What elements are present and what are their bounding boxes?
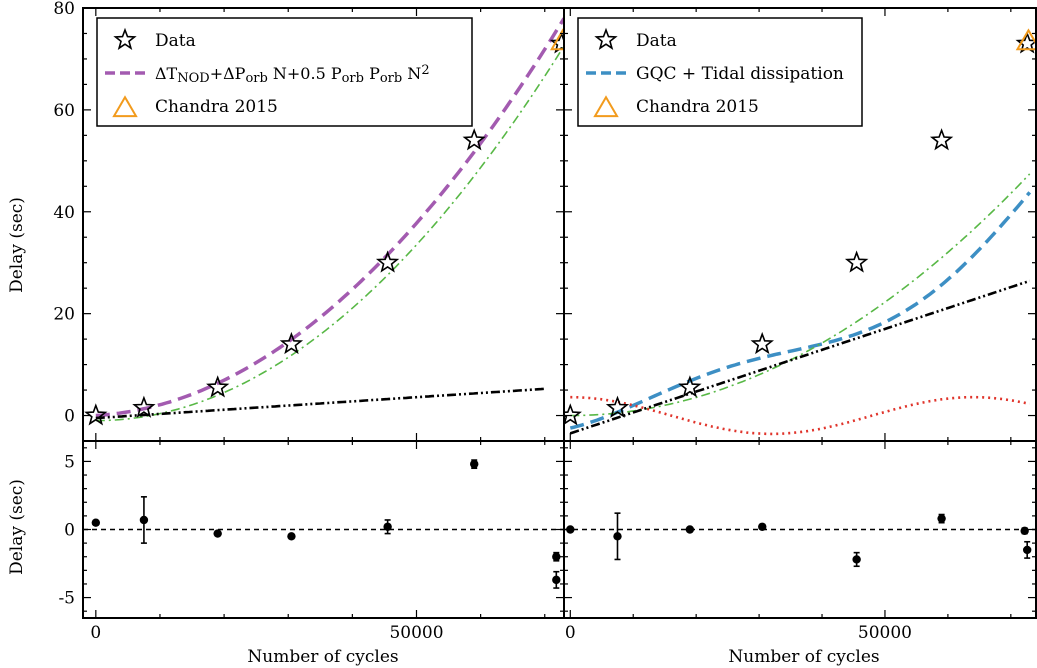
y-axis-label-bottom: Delay (sec) xyxy=(7,479,27,575)
panel-bottom-left: -5 0 5 0 50000 xyxy=(58,440,565,643)
y-tick-label: 20 xyxy=(53,305,75,325)
residual-point xyxy=(613,532,622,541)
legend: Data GQC + Tidal dissipation Chandra 2015 xyxy=(577,17,863,127)
y-tick-label: 60 xyxy=(53,101,75,121)
series-line-dashed xyxy=(569,191,1032,430)
data-point-star xyxy=(549,31,564,54)
legend-star-icon xyxy=(113,27,137,50)
legend-label: Data xyxy=(155,31,196,51)
legend-label: ΔTNOD+ΔPorb N+0.5 Porb Porb N2 xyxy=(155,63,430,86)
data-point-star xyxy=(279,331,304,355)
x-axis-label-left: Number of cycles xyxy=(247,647,398,667)
plot-area xyxy=(564,512,1036,568)
y-tick-label: -5 xyxy=(58,589,75,609)
data-point-star xyxy=(605,395,630,418)
y-tick-label: 0 xyxy=(64,407,75,427)
legend-label: Chandra 2015 xyxy=(155,97,278,117)
data-point-star xyxy=(462,128,486,151)
residual-point xyxy=(1020,526,1029,536)
legend-triangle-icon xyxy=(112,95,138,118)
x-tick-label: 0 xyxy=(565,623,576,643)
series-line-dashdot xyxy=(95,45,564,422)
residual-point xyxy=(852,555,861,564)
data-point-triangle xyxy=(549,28,564,51)
y-tick-label: 5 xyxy=(64,452,75,472)
data-point-star xyxy=(929,128,954,151)
series-line-dashdotdot xyxy=(95,387,545,420)
data-point-star xyxy=(375,250,400,273)
x-axis-label-right: Number of cycles xyxy=(728,647,879,667)
panel-bottom-right: 0 50000 xyxy=(563,440,1037,643)
data-point-star xyxy=(84,403,108,426)
plot-area xyxy=(84,17,564,426)
legend-triangle-icon xyxy=(593,95,619,118)
data-point-star xyxy=(132,395,156,418)
x-tick-label: 0 xyxy=(90,623,101,643)
residual-point xyxy=(685,525,695,534)
panel-top-right: Data GQC + Tidal dissipation Chandra 2015 xyxy=(563,7,1037,442)
residual-point xyxy=(937,514,946,523)
residual-point xyxy=(1022,545,1032,555)
data-point-star xyxy=(844,250,869,273)
legend-star-icon xyxy=(594,27,618,50)
y-tick-label: 40 xyxy=(53,203,75,223)
series-line-dashdot xyxy=(570,173,1031,417)
residual-point xyxy=(552,575,561,585)
residual-point xyxy=(470,459,479,469)
residual-point xyxy=(139,515,149,525)
data-point-star xyxy=(564,403,582,426)
x-tick-label: 50000 xyxy=(389,623,443,643)
legend-label: GQC + Tidal dissipation xyxy=(636,64,844,84)
data-point-star xyxy=(750,331,774,355)
residual-point xyxy=(552,552,561,561)
data-point-star xyxy=(678,375,702,398)
plot-area xyxy=(564,28,1036,436)
residual-point xyxy=(91,518,101,527)
panel-top-left: 0 20 40 60 80 Data ΔTNOD+ΔPorb N+0.5 Porb Porb… xyxy=(53,0,565,442)
plot-area xyxy=(83,459,564,589)
residual-point xyxy=(287,532,296,541)
data-point-triangle xyxy=(1015,28,1036,51)
data-point-star xyxy=(206,375,230,398)
series-line-dashdotdot xyxy=(569,279,1031,435)
legend-box xyxy=(96,17,473,127)
series-line-dashed xyxy=(95,17,564,418)
residual-point xyxy=(383,522,392,531)
y-tick-label: 0 xyxy=(64,521,75,541)
legend-label: Chandra 2015 xyxy=(636,97,759,117)
residual-point xyxy=(758,522,767,531)
y-tick-label: 80 xyxy=(53,0,75,19)
series-line-dotted xyxy=(570,395,1030,436)
y-axis-label-top: Delay (sec) xyxy=(7,197,27,293)
residual-point xyxy=(213,529,222,538)
legend-label: Data xyxy=(636,31,677,51)
x-tick-label: 50000 xyxy=(858,623,912,643)
legend: Data ΔTNOD+ΔPorb N+0.5 Porb Porb N2 Chandr… xyxy=(96,17,473,127)
